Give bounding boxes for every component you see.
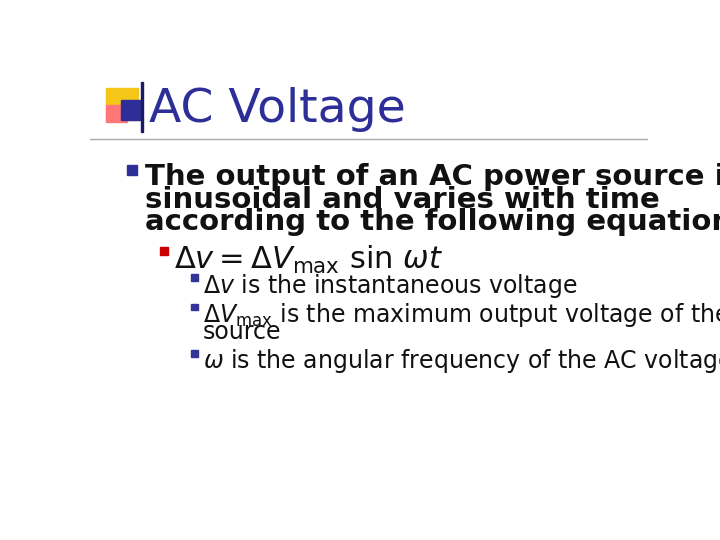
Text: AC Voltage: AC Voltage <box>149 87 405 132</box>
Bar <box>191 350 198 356</box>
Text: $\omega$ is the angular frequency of the AC voltage: $\omega$ is the angular frequency of the… <box>203 347 720 375</box>
Text: sinusoidal and varies with time: sinusoidal and varies with time <box>145 186 660 214</box>
Bar <box>127 165 138 175</box>
Bar <box>106 105 127 122</box>
Bar <box>106 88 138 120</box>
Bar <box>191 303 198 310</box>
Bar <box>160 247 168 255</box>
Text: $\Delta v$ is the instantaneous voltage: $\Delta v$ is the instantaneous voltage <box>203 272 577 300</box>
Text: according to the following equation:: according to the following equation: <box>145 208 720 236</box>
Text: source: source <box>203 320 282 343</box>
Bar <box>141 82 143 132</box>
Bar <box>191 274 198 281</box>
Text: The output of an AC power source is: The output of an AC power source is <box>145 164 720 191</box>
Text: $\Delta V_{\mathrm{max}}$ is the maximum output voltage of the: $\Delta V_{\mathrm{max}}$ is the maximum… <box>203 301 720 329</box>
Text: $\Delta v = \Delta V_{\mathrm{max}}\ \mathrm{sin}\ \omega t$: $\Delta v = \Delta V_{\mathrm{max}}\ \ma… <box>174 244 444 276</box>
Bar <box>121 100 141 120</box>
